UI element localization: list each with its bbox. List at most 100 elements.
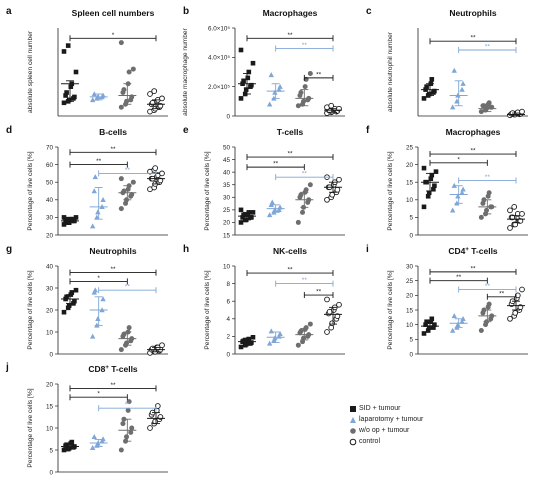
significance-label: ** [316, 71, 322, 78]
panel-title: CD8+ T-cells [88, 364, 138, 374]
y-axis-label: Percentage of live cells [%] [387, 270, 394, 349]
data-point [154, 403, 161, 409]
data-point [125, 407, 131, 413]
y-tick-label: 2.0×10⁵ [208, 84, 230, 91]
panel-letter: f [366, 125, 370, 136]
data-point [432, 183, 437, 189]
data-point [245, 212, 251, 218]
panel-h: h NK-cells 0 2 4 6 8 10 Percentage of live cells… [183, 244, 345, 358]
panel-c: c Neutrophils absolute neutrophil number **… [366, 6, 528, 119]
y-tick-label: 50 [223, 144, 231, 151]
data-point [61, 447, 67, 453]
y-tick-label: 5 [49, 447, 53, 454]
data-point [426, 325, 432, 330]
data-point [507, 207, 513, 214]
y-tick-label: 50 [46, 180, 54, 187]
data-point [89, 223, 96, 229]
data-point [95, 316, 101, 321]
legend-label: w/o op + tumour [359, 427, 410, 434]
data-point [300, 209, 306, 215]
data-point [240, 215, 245, 220]
significance-label: ** [316, 289, 322, 296]
data-point [61, 49, 67, 54]
data-point [69, 290, 75, 295]
y-tick-label: 60 [46, 162, 54, 169]
y-tick-label: 35 [223, 182, 231, 189]
y-tick-label: 20 [223, 220, 231, 227]
significance-label: ** [499, 290, 505, 297]
y-tick-label: 20 [406, 293, 414, 300]
panel-d: d B-cells 20 30 40 50 60 70 Percentage of live c… [6, 125, 168, 239]
data-point [307, 182, 313, 188]
y-tick-label: 10 [46, 425, 54, 432]
data-point [246, 69, 252, 75]
data-point [147, 91, 153, 97]
data-point [238, 207, 244, 213]
panel-letter: c [366, 6, 372, 17]
panel-g: g Neutrophils 0 10 20 30 40 Percentage of live … [6, 244, 168, 358]
y-tick-label: 45 [223, 157, 231, 164]
data-point [118, 206, 124, 212]
significance-label: * [457, 156, 460, 163]
data-point [429, 316, 435, 322]
panel-letter: h [183, 244, 189, 255]
y-tick-label: 6.0×10⁵ [208, 25, 230, 32]
data-point [250, 60, 256, 66]
data-point [272, 89, 278, 95]
data-point [91, 434, 97, 439]
data-point [449, 104, 456, 110]
data-point [238, 220, 244, 225]
data-point [100, 296, 106, 302]
data-point [486, 301, 492, 307]
data-point [519, 286, 525, 293]
data-point [69, 439, 75, 445]
data-point [460, 186, 466, 192]
data-point [459, 189, 465, 195]
y-axis-label: absolute neutrophil number [387, 31, 394, 112]
significance-label: ** [485, 174, 491, 181]
data-point [432, 322, 437, 327]
data-point [512, 221, 519, 228]
y-tick-label: 40 [46, 263, 54, 270]
y-axis-label: Percentage of live cells [%] [27, 388, 34, 467]
data-point [61, 215, 67, 220]
significance-label: ** [110, 146, 116, 153]
y-tick-label: 40 [223, 169, 231, 176]
data-point [507, 225, 513, 231]
data-point [61, 100, 67, 106]
y-tick-label: 20 [46, 232, 54, 239]
y-tick-label: 30 [406, 263, 414, 270]
data-point [484, 207, 490, 213]
data-point [250, 334, 256, 340]
data-point [272, 335, 278, 341]
y-tick-label: 5 [409, 337, 413, 344]
data-point [455, 321, 461, 327]
data-point [147, 425, 153, 431]
data-point [65, 43, 71, 48]
data-point [451, 67, 457, 73]
data-point [249, 340, 254, 345]
data-point [245, 75, 251, 81]
y-tick-label: 25 [223, 207, 231, 214]
data-point [451, 182, 457, 188]
y-tick-label: 10 [406, 322, 414, 329]
y-tick-label: 2 [226, 334, 230, 341]
panel-title: NK-cells [273, 246, 307, 256]
panel-title: CD4+ T-cells [448, 246, 498, 256]
data-point [324, 329, 330, 335]
data-point [121, 87, 127, 93]
data-point [250, 210, 256, 215]
significance-label: ** [125, 167, 131, 174]
y-axis-label: Percentage of live cells [%] [27, 151, 34, 230]
data-point [517, 218, 524, 224]
data-point [243, 342, 249, 347]
data-point [423, 322, 428, 327]
data-point [268, 72, 274, 78]
y-tick-label: 70 [46, 144, 54, 151]
data-point [428, 176, 434, 181]
data-point [126, 69, 132, 75]
data-point [73, 287, 79, 293]
significance-label: ** [273, 161, 279, 168]
y-tick-label: 10 [223, 263, 231, 270]
data-point [89, 333, 96, 339]
